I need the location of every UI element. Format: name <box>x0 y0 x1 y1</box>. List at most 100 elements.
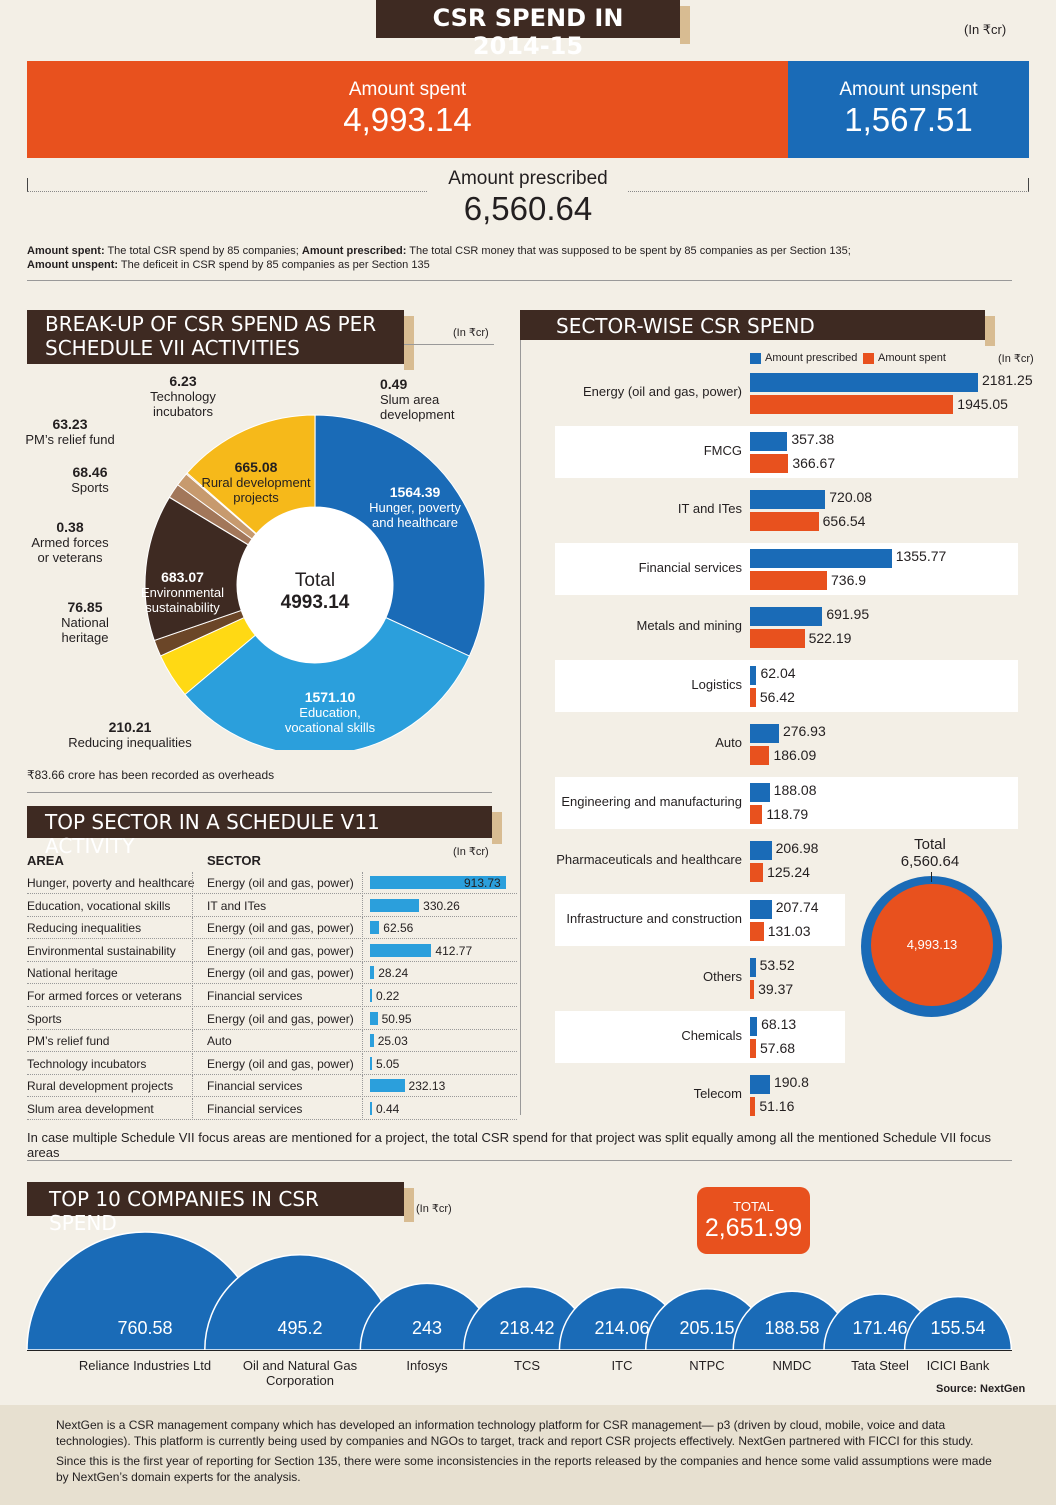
bar-prescribed <box>750 958 756 977</box>
split-rule <box>27 1160 1012 1161</box>
value-spent: 736.9 <box>831 571 867 588</box>
split-note: In case multiple Schedule VII focus area… <box>27 1130 991 1160</box>
company-name: Oil and Natural Gas Corporation <box>242 1358 358 1388</box>
company-value: 760.58 <box>117 1318 172 1338</box>
bar-prescribed <box>750 724 779 743</box>
bar-spent <box>750 512 819 531</box>
table-value: 62.56 <box>383 921 414 936</box>
sector-wise-left-rule <box>520 340 521 1115</box>
top10-unit: (In ₹cr) <box>416 1203 452 1215</box>
table-bar <box>370 943 432 957</box>
table-row: Sports Energy (oil and gas, power) 50.95 <box>27 1007 517 1030</box>
value-prescribed: 691.95 <box>826 606 870 622</box>
sector-label: Financial services <box>638 559 742 575</box>
spent-label: Amount spent <box>348 79 467 100</box>
overheads-note: ₹83.66 crore has been recorded as overhe… <box>27 768 275 782</box>
table-bar <box>370 1079 405 1093</box>
table-row: Hunger, poverty and healthcare Energy (oi… <box>27 872 517 894</box>
value-spent: 656.54 <box>822 513 866 529</box>
sector-row: FMCG 357.38 366.67 <box>555 425 1018 478</box>
def-unspent: The deficeit in CSR spend by 85 companie… <box>118 259 430 271</box>
legend-prescribed: Amount prescribed <box>750 352 857 364</box>
table-sector: Financial services <box>207 1102 303 1116</box>
total-tick <box>931 872 932 882</box>
lbl-sport-value: 68.46 <box>72 464 108 480</box>
value-spent: 1945.05 <box>957 396 1008 412</box>
bar-spent <box>750 395 954 414</box>
lbl-rural-value: 665.08 <box>234 459 278 475</box>
spent-value: 4,993.14 <box>343 101 472 138</box>
table-row: PM’s relief fund Auto 25.03 <box>27 1030 517 1053</box>
company-name: Reliance Industries Ltd <box>78 1358 212 1373</box>
prescribed-label: Amount prescribed <box>448 168 608 189</box>
donut-total-label: Total <box>294 570 336 591</box>
table-sep <box>192 917 193 940</box>
lbl-env-l1: Environmental <box>140 585 225 600</box>
company-value: 205.15 <box>679 1318 734 1338</box>
table-row: Rural development projects Financial serv… <box>27 1075 517 1098</box>
table-sep <box>192 962 193 985</box>
lbl-rural: 665.08 Rural development projects <box>196 459 316 506</box>
lbl-slum-value: 0.49 <box>380 376 408 392</box>
sector-label: Energy (oil and gas, power) <box>583 384 742 399</box>
sector-label: IT and ITes <box>677 501 742 516</box>
sector-label: Metals and mining <box>636 618 743 633</box>
table-sep <box>192 1075 193 1098</box>
sector-row: Infrastructure and construction 207.74 131… <box>555 893 845 946</box>
lbl-ineq: 210.21 Reducing inequalities <box>60 720 200 751</box>
table-sep <box>192 1098 193 1120</box>
footer: NextGen is a CSR management company whic… <box>0 1405 1056 1505</box>
breakup-divider <box>404 344 494 345</box>
sector-wise-unit: (In ₹cr) <box>998 353 1034 365</box>
sector-row: Chemicals 68.13 57.68 <box>555 1010 845 1063</box>
table-row: Slum area development Financial services 0… <box>27 1098 517 1120</box>
company-name: ICICI Bank <box>926 1358 990 1373</box>
table-row: Education, vocational skills IT and ITes 3… <box>27 894 517 917</box>
lbl-env-value: 683.07 <box>161 569 204 585</box>
legend-spent-swatch <box>863 352 874 364</box>
value-prescribed: 190.8 <box>773 1074 809 1090</box>
value-spent: 131.03 <box>767 922 811 939</box>
lbl-hunger-l2: and healthcare <box>371 515 458 530</box>
top10-total-box: TOTAL 2,651.99 <box>697 1187 810 1254</box>
lbl-arm-value: 0.38 <box>56 519 84 535</box>
lbl-nat-value: 76.85 <box>67 599 103 615</box>
def-unspent-label: Amount unspent: <box>27 259 119 271</box>
sector-row: Pharmaceuticals and healthcare 206.98 125.… <box>555 835 845 887</box>
lbl-pm-value: 63.23 <box>52 416 88 432</box>
table-sep <box>362 1052 363 1075</box>
def-spent-label: Amount spent: <box>27 245 105 257</box>
lbl-edu-value: 1571.10 <box>304 689 356 705</box>
table-sector: Energy (oil and gas, power) <box>207 921 354 936</box>
table-sector: Financial services <box>207 989 303 1003</box>
sector-label: Pharmaceuticals and healthcare <box>556 852 742 867</box>
table-area: Sports <box>27 1011 62 1026</box>
unspent-label: Amount unspent <box>839 79 978 100</box>
def-spent: The total CSR spend by 85 companies; <box>104 245 302 257</box>
top10-baseline <box>27 1350 1012 1351</box>
bar-prescribed <box>750 899 772 919</box>
bar-prescribed <box>750 782 770 802</box>
bar-prescribed <box>750 607 823 626</box>
lbl-tech-value: 6.23 <box>169 373 197 389</box>
col-sector-header: SECTOR <box>207 853 261 868</box>
table-sector: Auto <box>207 1034 232 1049</box>
sector-row: Metals and mining 691.95 522.19 <box>555 601 1018 653</box>
value-spent: 125.24 <box>767 864 810 880</box>
lbl-edu-l2: vocational skills <box>284 720 376 735</box>
bar-spent <box>750 1038 757 1058</box>
table-value: 0.44 <box>376 1102 400 1116</box>
bar-spent <box>750 629 805 648</box>
table-sector: IT and ITes <box>207 898 267 913</box>
sector-total-label: Total 6,560.64 <box>880 836 980 870</box>
table-area: Hunger, poverty and healthcare <box>27 876 195 890</box>
legend-prescribed-swatch <box>750 352 761 364</box>
sector-row: Telecom 190.8 51.16 <box>555 1069 845 1121</box>
table-bar <box>370 966 375 980</box>
company-semicircle <box>903 1296 1013 1350</box>
definitions: Amount spent: The total CSR spend by 85 … <box>27 244 1017 272</box>
company-name: TCS <box>514 1358 540 1373</box>
sector-row: Energy (oil and gas, power) 2181.25 1945.0… <box>555 367 1033 419</box>
table-bar <box>370 989 372 1002</box>
main-unit: (In ₹cr) <box>964 22 1007 37</box>
